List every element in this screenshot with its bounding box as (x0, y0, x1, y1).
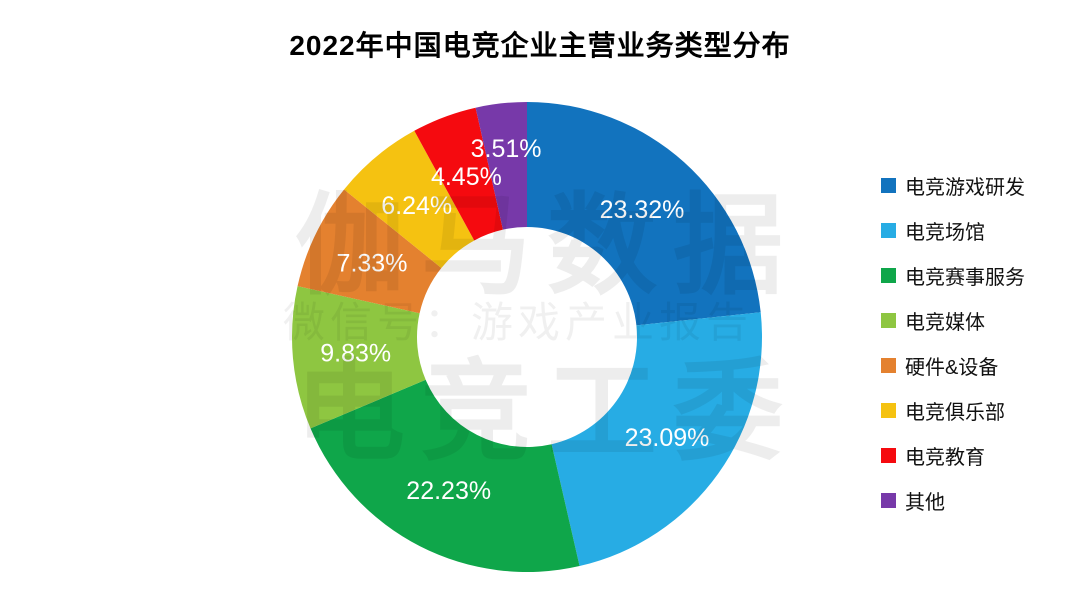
legend-item-7: 电竞教育 (881, 433, 1025, 478)
slice-label-2: 23.09% (625, 424, 710, 452)
slice-label-7: 4.45% (431, 163, 502, 191)
pie-slice-5 (297, 189, 442, 314)
legend-swatch-icon (881, 403, 896, 418)
pie-slice-7 (414, 107, 503, 241)
slice-label-1: 23.32% (600, 196, 685, 224)
pie-slice-4 (291, 286, 426, 429)
slice-label-6: 6.24% (381, 192, 452, 220)
legend-swatch-icon (881, 493, 896, 508)
legend-item-2: 电竞场馆 (881, 208, 1025, 253)
pie-slice-8 (475, 102, 527, 230)
legend-item-4: 电竞媒体 (881, 298, 1025, 343)
legend-item-6: 电竞俱乐部 (881, 388, 1025, 433)
chart-legend: 电竞游戏研发 电竞场馆电竞赛事服务 电竞媒体硬件&设备电竞俱乐部电竞教育其他 (881, 163, 1025, 523)
slice-label-5: 7.33% (337, 249, 408, 277)
pie-slice-3 (310, 379, 580, 573)
legend-swatch-icon (881, 448, 896, 463)
legend-item-8: 其他 (881, 478, 1025, 523)
legend-swatch-icon (881, 313, 896, 328)
chart-title: 2022年中国电竞企业主营业务类型分布 (289, 30, 791, 61)
legend-label: 硬件&设备 (905, 357, 999, 379)
slice-label-8: 3.51% (471, 135, 542, 163)
legend-item-5: 硬件&设备 (881, 343, 1025, 388)
pie-slice-1 (527, 102, 761, 326)
legend-item-1: 电竞游戏研发 (881, 163, 1025, 208)
legend-label: 电竞教育 (905, 447, 985, 469)
slice-label-3: 22.23% (406, 477, 491, 505)
pie-slice-6 (344, 130, 475, 268)
slice-label-4: 9.83% (320, 340, 391, 368)
pie-slice-2 (551, 312, 762, 567)
legend-label: 电竞场馆 (905, 222, 985, 244)
legend-swatch-icon (881, 178, 896, 193)
legend-label: 电竞游戏研发 (905, 177, 1025, 199)
legend-label: 电竞赛事服务 (905, 267, 1025, 289)
legend-swatch-icon (881, 223, 896, 238)
legend-label: 电竞俱乐部 (905, 402, 1005, 424)
legend-label: 电竞媒体 (905, 312, 985, 334)
legend-swatch-icon (881, 268, 896, 283)
legend-item-3: 电竞赛事服务 (881, 253, 1025, 298)
legend-swatch-icon (881, 358, 896, 373)
legend-label: 其他 (905, 492, 945, 514)
